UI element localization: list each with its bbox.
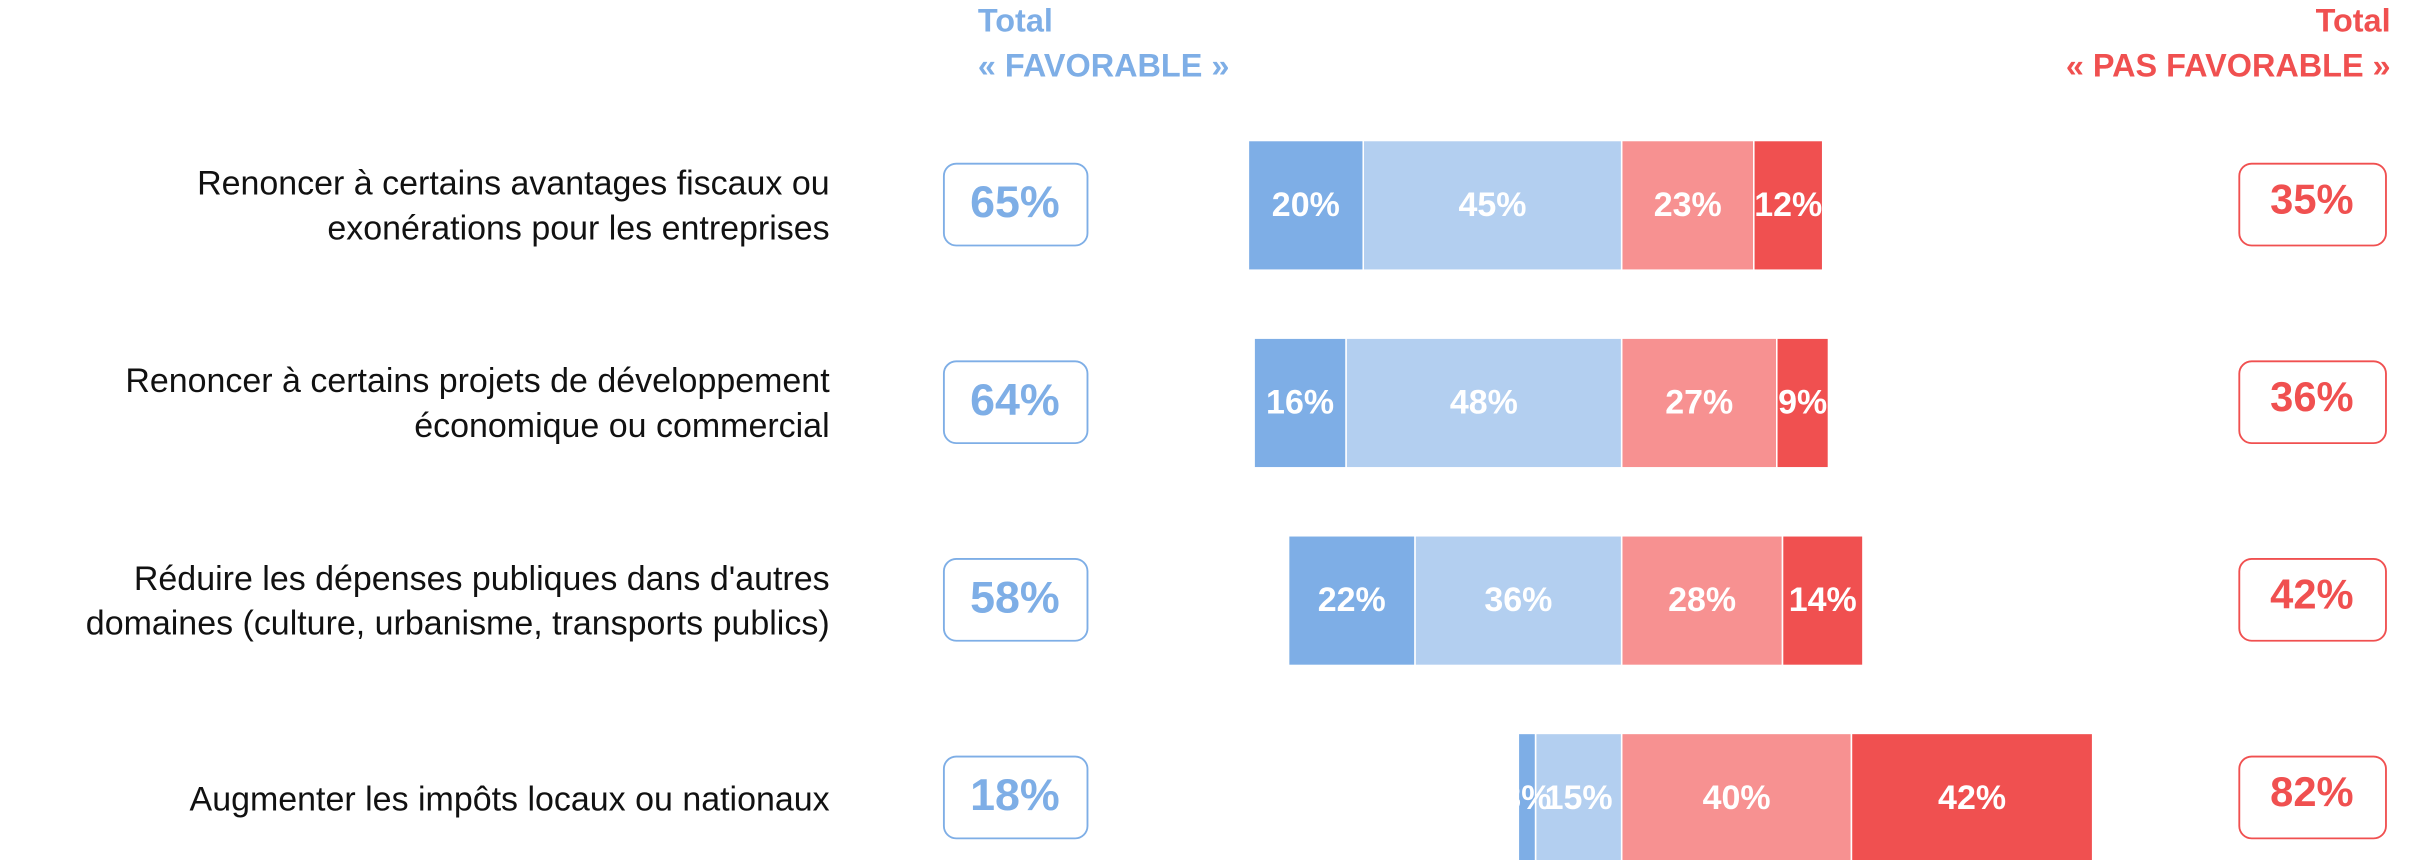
segment-label: 48%	[1450, 383, 1518, 421]
category-label-box: Renoncer à certains projets de développe…	[125, 361, 830, 445]
bar-segment	[1850, 732, 2094, 860]
category-label-box: Réduire les dépenses publiques dans d'au…	[85, 558, 830, 643]
total-not-favorable: 42%	[2270, 571, 2353, 618]
total-box	[942, 162, 1089, 247]
bar-segment	[1345, 337, 1623, 469]
segment-label: 36%	[1484, 581, 1552, 619]
segment-label: 28%	[1668, 581, 1736, 619]
bar-segment	[1517, 732, 1537, 860]
segment-label: 42%	[1938, 779, 2006, 817]
total-not-favorable: 36%	[2270, 373, 2353, 420]
bar-segment	[1253, 337, 1347, 469]
total-box	[942, 360, 1089, 445]
bar-segment	[1287, 534, 1416, 667]
total-favorable: 58%	[970, 572, 1060, 622]
total-not-favorable: 82%	[2270, 768, 2353, 815]
category-label: Augmenter les impôts locaux ou nationaux	[189, 778, 830, 818]
bar-segment	[1362, 139, 1623, 271]
category-label: Réduire les dépenses publiques dans d'au…	[85, 558, 830, 643]
bar-segment	[1753, 139, 1824, 271]
bar-segment	[1414, 534, 1623, 667]
header-right-line1: Total	[2316, 3, 2391, 39]
total-box	[2238, 557, 2387, 642]
total-favorable: 65%	[970, 177, 1060, 227]
segment-label: 27%	[1665, 383, 1733, 421]
segment-label: 15%	[1545, 779, 1613, 817]
bar-segment	[1620, 534, 1784, 667]
category-label-box: Renoncer à certains avantages fiscaux ou…	[197, 163, 830, 248]
total-favorable: 64%	[970, 375, 1060, 425]
segment-label: 20%	[1272, 186, 1340, 224]
header-left-line2: « FAVORABLE »	[978, 47, 1230, 83]
category-label: Renoncer à certains avantages fiscaux ou…	[197, 163, 830, 248]
segment-label: 14%	[1789, 581, 1857, 619]
total-favorable: 18%	[970, 770, 1060, 820]
header-right-line2: « PAS FAVORABLE »	[2066, 47, 2391, 83]
header-left-line1: Total	[978, 3, 1053, 39]
bar-segment	[1247, 139, 1365, 271]
segment-label: 3%	[1502, 779, 1551, 817]
category-label: Renoncer à certains projets de développe…	[125, 361, 830, 445]
total-box	[2238, 162, 2387, 247]
segment-label: 12%	[1754, 186, 1822, 224]
bar-segment	[1620, 732, 1853, 860]
total-box	[2238, 755, 2387, 840]
total-not-favorable: 35%	[2270, 175, 2353, 222]
bar-segment	[1781, 534, 1864, 667]
segment-label: 40%	[1703, 779, 1771, 817]
segment-label: 9%	[1778, 383, 1827, 421]
bar-segment	[1776, 337, 1830, 469]
bar-segment	[1534, 732, 1623, 860]
total-box	[942, 755, 1089, 840]
category-label-box: Augmenter les impôts locaux ou nationaux	[189, 778, 830, 818]
segment-label: 45%	[1458, 186, 1526, 224]
total-box	[2238, 360, 2387, 445]
segment-label: 22%	[1318, 581, 1386, 619]
segment-label: 23%	[1654, 186, 1722, 224]
segment-label: 16%	[1266, 383, 1334, 421]
bar-segment	[1620, 337, 1778, 469]
total-box	[942, 557, 1089, 642]
bar-segment	[1620, 139, 1755, 271]
